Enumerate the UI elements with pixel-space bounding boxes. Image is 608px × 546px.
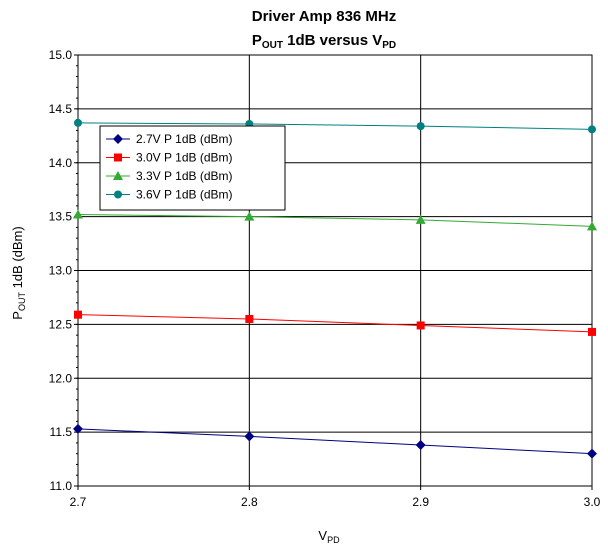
data-point [245,314,254,323]
data-point [588,327,596,336]
legend-swatch-marker [113,171,123,180]
chart-title-line2: POUT 1dB versus VPD [252,32,396,51]
y-tick-label: 13.0 [49,264,73,278]
title-p: P [252,32,262,49]
legend-item: 3.6V P 1dB (dBm) [106,188,233,202]
y-tick-label: 14.5 [49,102,73,116]
y-tick-label: 13.5 [49,210,73,224]
legend-box [99,125,286,211]
series-layer [73,118,597,459]
data-point [588,125,596,134]
data-point [416,321,425,330]
y-axis-label: POUT 1dB (dBm) [10,226,27,319]
title-out-subscript: OUT [262,40,283,51]
series-line [77,428,593,455]
x-axis-ticks: 2.7 2.8 2.9 3.0 [70,486,601,509]
data-point [244,211,255,221]
data-point [74,310,82,319]
data-point [587,221,597,231]
y-tick-label: 15.0 [49,48,73,62]
legend-item: 3.0V P 1dB (dBm) [106,151,233,165]
legend: 2.7V P 1dB (dBm) 3.0V P 1dB (dBm) 3.3V P 1… [99,125,286,211]
y-tick-label: 11.0 [50,479,73,493]
data-point [73,423,83,434]
legend-label: 2.7V P 1dB (dBm) [136,132,233,146]
legend-label: 3.6V P 1dB (dBm) [136,188,233,202]
ylabel-p: P [10,311,25,320]
grid [77,54,593,487]
legend-swatch-marker [114,190,122,199]
legend-item: 3.3V P 1dB (dBm) [106,169,233,183]
xlabel-v: V [318,528,327,543]
xlabel-pd-subscript: PD [327,535,340,545]
data-point [416,122,425,131]
series-line [77,314,593,333]
data-point [415,440,426,451]
series-1 [74,310,596,336]
chart-title-line1: Driver Amp 836 MHz [252,8,397,25]
ylabel-rest: 1dB (dBm) [10,226,25,292]
ylabel-out-subscript: OUT [17,292,27,312]
y-tick-label: 12.0 [49,371,73,385]
data-point [587,448,597,459]
series-0 [73,423,597,459]
data-point [415,214,426,224]
legend-swatch-marker [114,153,122,162]
series-line [77,213,593,227]
series-2 [73,209,597,231]
series-line [77,122,593,130]
y-tick-label: 14.0 [49,156,73,170]
x-axis-label: VPD [318,528,340,545]
data-point [244,431,255,442]
y-tick-label: 11.5 [50,425,73,439]
x-tick-label: 3.0 [584,495,601,509]
legend-item: 2.7V P 1dB (dBm) [106,132,233,146]
y-axis-ticks: 11.0 11.5 12.0 12.5 13.0 13.5 14.0 14.5 15.0 [49,48,78,493]
data-point [73,209,83,219]
legend-label: 3.3V P 1dB (dBm) [136,169,233,183]
title-mid: 1dB versus V [283,32,382,49]
x-tick-label: 2.9 [412,495,429,509]
y-tick-label: 12.5 [49,317,73,331]
data-point [74,118,82,127]
x-tick-label: 2.8 [241,495,258,509]
x-tick-label: 2.7 [70,495,87,509]
legend-label: 3.0V P 1dB (dBm) [136,151,233,165]
title-pd-subscript: PD [382,40,396,51]
legend-swatch-marker [113,134,123,144]
